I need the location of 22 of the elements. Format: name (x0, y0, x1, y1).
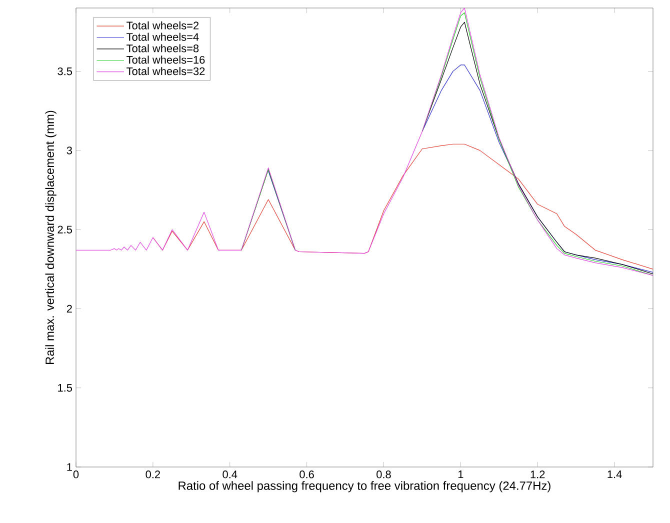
x-tick-label: 0.6 (300, 470, 314, 478)
y-tick-label: 2.5 (58, 226, 72, 234)
legend-label: Total wheels=2 (126, 21, 199, 30)
line-series (76, 8, 654, 276)
x-tick-label: 1 (458, 470, 464, 478)
y-tick-label: 3.5 (58, 67, 72, 76)
legend-label: Total wheels=4 (126, 32, 199, 41)
x-tick-label: 0.4 (222, 470, 238, 478)
y-tick-label: 3 (66, 146, 72, 154)
legend-label: Total wheels=32 (126, 67, 205, 76)
y-tick-label: 1.5 (58, 384, 72, 392)
x-axis-title: Ratio of wheel passing frequency to free vibration frequency (24.77Hz) (178, 481, 550, 492)
x-tick-label: 0 (73, 470, 79, 478)
y-tick-label: 2 (66, 304, 72, 313)
y-axis-title: Rail max. vertical downward displacement (mm) (45, 110, 56, 364)
x-tick-label: 1.2 (530, 470, 545, 478)
legend-label: Total wheels=16 (126, 56, 205, 64)
x-tick-label: 1.4 (608, 470, 622, 478)
y-tick-label: 1 (67, 463, 72, 471)
x-tick-label: 0.8 (376, 470, 391, 478)
legend-label: Total wheels=8 (126, 44, 199, 52)
x-tick-label: 0.2 (146, 470, 160, 478)
